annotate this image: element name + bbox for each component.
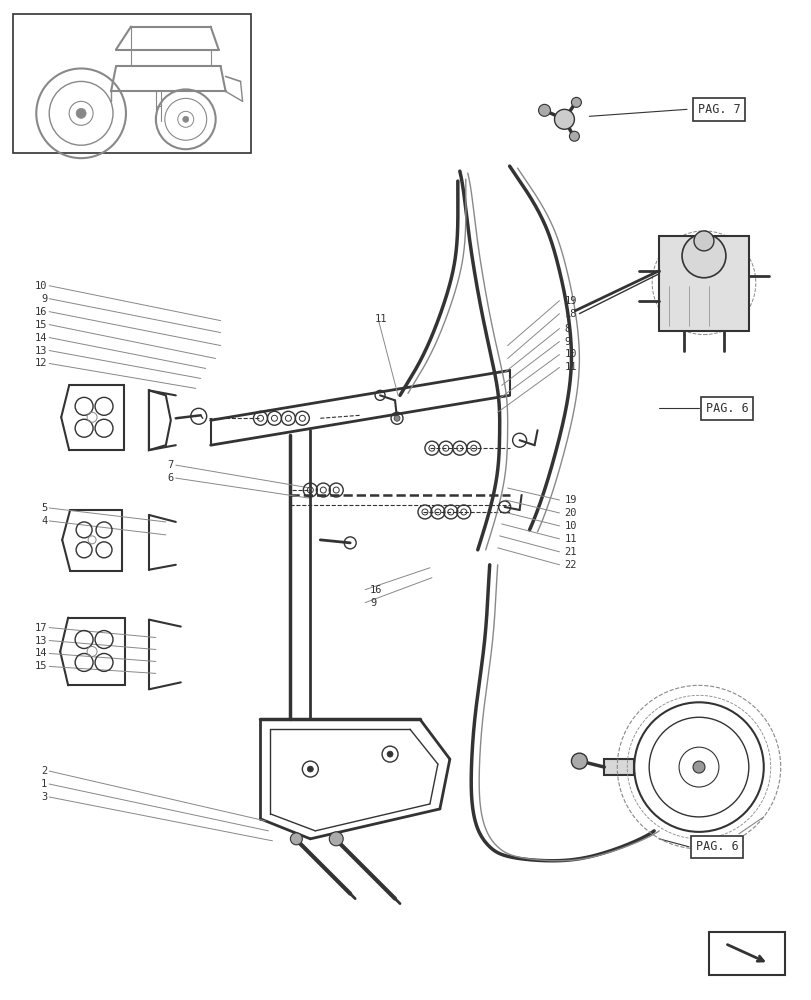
Circle shape: [571, 753, 586, 769]
Circle shape: [693, 231, 713, 251]
Text: 21: 21: [564, 547, 577, 557]
Text: 19: 19: [564, 296, 577, 306]
Text: 13: 13: [35, 636, 47, 646]
Text: 19: 19: [564, 495, 577, 505]
Text: 13: 13: [35, 346, 47, 356]
Circle shape: [569, 131, 579, 141]
Bar: [708, 932, 783, 975]
Bar: [13, 14, 251, 153]
Circle shape: [393, 415, 400, 421]
Text: 12: 12: [35, 358, 47, 368]
Text: 18: 18: [564, 309, 577, 319]
Text: 17: 17: [35, 623, 47, 633]
Text: 1: 1: [41, 779, 47, 789]
Text: 10: 10: [564, 521, 577, 531]
Circle shape: [290, 833, 302, 845]
Text: 9: 9: [564, 337, 570, 347]
Circle shape: [571, 97, 581, 107]
Circle shape: [554, 109, 573, 129]
Text: 14: 14: [35, 333, 47, 343]
Circle shape: [307, 766, 313, 772]
Circle shape: [387, 751, 393, 757]
Text: 20: 20: [564, 508, 577, 518]
Text: 5: 5: [41, 503, 47, 513]
Text: 11: 11: [375, 314, 387, 324]
Bar: [659, 236, 748, 331]
Circle shape: [76, 108, 86, 118]
Text: 9: 9: [41, 294, 47, 304]
Text: PAG. 6: PAG. 6: [695, 840, 737, 853]
Text: 15: 15: [35, 320, 47, 330]
Text: 8: 8: [564, 324, 570, 334]
Circle shape: [692, 761, 704, 773]
Text: 10: 10: [564, 349, 577, 359]
Circle shape: [328, 832, 343, 846]
Text: 14: 14: [35, 648, 47, 658]
Text: 16: 16: [35, 307, 47, 317]
Text: 6: 6: [167, 473, 174, 483]
Text: 7: 7: [167, 460, 174, 470]
Circle shape: [538, 104, 550, 116]
Text: PAG. 7: PAG. 7: [697, 103, 740, 116]
Text: 11: 11: [564, 362, 577, 372]
Text: 16: 16: [370, 585, 382, 595]
Circle shape: [182, 116, 188, 122]
Text: PAG. 6: PAG. 6: [705, 402, 748, 415]
Text: 15: 15: [35, 661, 47, 671]
Text: 9: 9: [370, 598, 376, 608]
Text: 10: 10: [35, 281, 47, 291]
Text: 3: 3: [41, 792, 47, 802]
Text: 22: 22: [564, 560, 577, 570]
Text: 11: 11: [564, 534, 577, 544]
Text: 2: 2: [41, 766, 47, 776]
Circle shape: [681, 234, 725, 278]
Text: 4: 4: [41, 516, 47, 526]
Bar: [603, 759, 633, 775]
